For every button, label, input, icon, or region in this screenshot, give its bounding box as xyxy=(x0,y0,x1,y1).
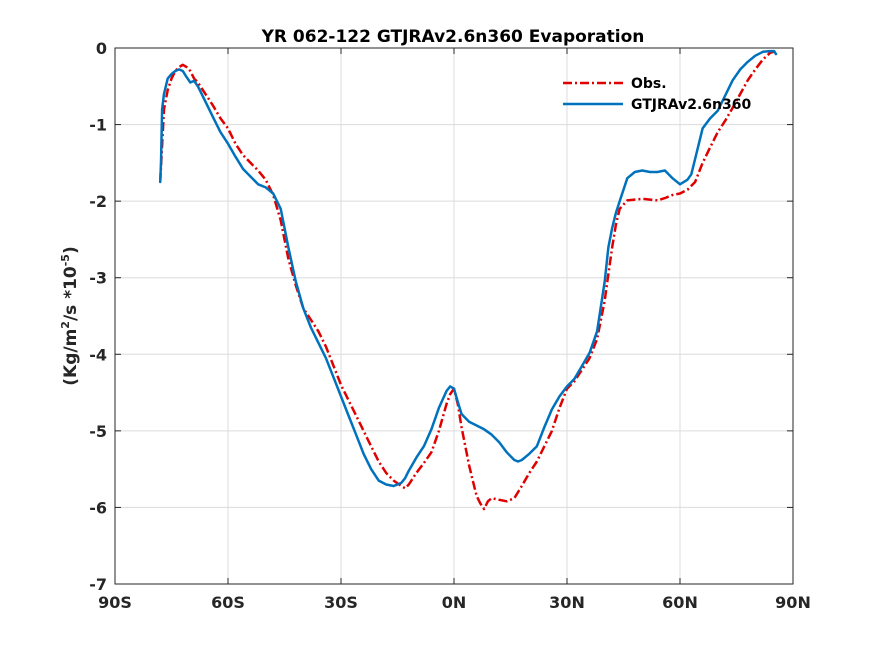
series-lines xyxy=(158,49,778,511)
x-tick-label: 60S xyxy=(211,593,245,612)
y-tick-label: -6 xyxy=(89,498,107,517)
y-axis-label-mid: /s *10 xyxy=(61,266,81,321)
y-tick-label: -7 xyxy=(89,575,107,594)
y-tick-label: -1 xyxy=(89,116,107,135)
chart-title: YR 062-122 GTJRAv2.6n360 Evaporation xyxy=(261,27,645,47)
x-tick-label: 30N xyxy=(549,593,585,612)
axis-ticks xyxy=(114,47,794,585)
legend: Obs. GTJRAv2.6n360 xyxy=(563,76,751,113)
x-tick-labels: 90S 60S 30S 0N 30N 60N 90N xyxy=(98,593,811,612)
y-tick-labels: 0 -1 -2 -3 -4 -5 -6 -7 xyxy=(89,39,107,594)
series-line-model xyxy=(158,49,778,488)
y-axis-label-end: ) xyxy=(61,246,81,254)
series-line-obs xyxy=(158,50,775,511)
legend-model-label: GTJRAv2.6n360 xyxy=(631,97,751,113)
y-axis-label-sup1: 2 xyxy=(59,321,72,329)
y-tick-label: -2 xyxy=(89,192,107,211)
y-tick-label: -4 xyxy=(89,345,107,364)
y-tick-label: 0 xyxy=(96,39,107,58)
y-tick-label: -5 xyxy=(89,422,107,441)
y-axis-label-sup2: -5 xyxy=(59,254,72,266)
x-tick-label: 0N xyxy=(442,593,467,612)
x-tick-label: 90S xyxy=(98,593,132,612)
x-tick-label: 60N xyxy=(662,593,698,612)
legend-obs-label: Obs. xyxy=(631,76,667,92)
y-tick-label: -3 xyxy=(89,269,107,288)
x-tick-label: 30S xyxy=(324,593,358,612)
y-axis-label: (Kg/m2/s *10-5) xyxy=(59,246,81,386)
y-axis-label-base: (Kg/m xyxy=(61,329,81,386)
x-tick-label: 90N xyxy=(775,593,811,612)
